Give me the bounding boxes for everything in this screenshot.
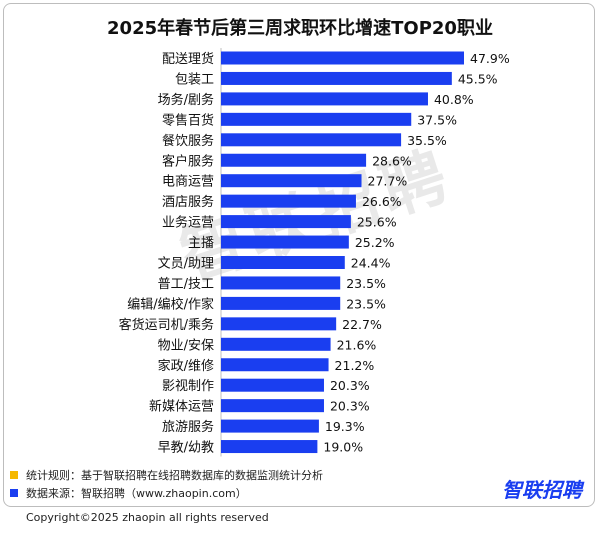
bar <box>221 256 345 269</box>
value-label: 40.8% <box>434 92 474 107</box>
notes: 统计规则：基于智联招聘在线招聘数据库的数据监测统计分析 数据来源：智联招聘（ww… <box>10 466 323 502</box>
chart-title: 2025年春节后第三周求职环比增速TOP20职业 <box>107 18 493 39</box>
bar <box>221 399 324 413</box>
category-label: 普工/技工 <box>158 277 214 292</box>
bar <box>221 235 349 249</box>
note-rule: 统计规则：基于智联招聘在线招聘数据库的数据监测统计分析 <box>10 466 323 484</box>
bar <box>221 174 362 188</box>
bar <box>221 112 412 126</box>
note-source-marker <box>10 489 18 497</box>
bar <box>221 92 428 106</box>
category-label: 零售百货 <box>162 112 214 128</box>
note-rule-marker <box>10 471 18 479</box>
value-label: 37.5% <box>417 112 457 127</box>
bar <box>221 296 341 310</box>
value-label: 45.5% <box>458 71 498 86</box>
value-label: 25.2% <box>355 235 395 250</box>
value-label: 24.4% <box>351 256 391 271</box>
brand-logo: 智联招聘 <box>502 478 582 502</box>
bar <box>221 194 356 208</box>
category-label: 包装工 <box>175 72 214 87</box>
value-label: 21.2% <box>335 358 375 373</box>
category-label: 家政/维修 <box>158 358 214 374</box>
bar <box>221 153 367 167</box>
value-label: 20.3% <box>330 378 370 393</box>
category-label: 影视制作 <box>162 379 214 394</box>
bar <box>221 337 331 351</box>
value-label: 47.9% <box>470 51 510 66</box>
category-label: 早教/幼教 <box>158 440 214 456</box>
bar <box>221 440 318 454</box>
value-label: 21.6% <box>337 337 377 352</box>
category-label: 酒店服务 <box>162 194 214 210</box>
bar-chart: 配送理货 47.9% 包装工 45.5% 场务/剧务 40.8% 零售百货 37.5% 餐饮服务… <box>119 48 510 457</box>
category-label: 旅游服务 <box>162 419 214 435</box>
category-label: 物业/安保 <box>158 338 214 353</box>
category-label: 业务运营 <box>162 215 214 231</box>
bar <box>221 358 329 372</box>
bar <box>221 71 452 85</box>
value-label: 20.3% <box>330 399 370 414</box>
value-label: 19.0% <box>323 440 363 455</box>
note-source-text: 数据来源：智联招聘（www.zhaopin.com） <box>26 487 247 500</box>
category-label: 客户服务 <box>162 153 214 169</box>
category-label: 文员/助理 <box>158 257 214 272</box>
value-label: 26.6% <box>362 194 402 209</box>
bar <box>221 51 464 65</box>
category-label: 新媒体运营 <box>149 399 214 415</box>
chart-frame <box>3 3 595 507</box>
category-label: 场务/剧务 <box>158 92 214 108</box>
bar <box>221 276 341 290</box>
category-label: 编辑/编校/作家 <box>127 296 214 312</box>
value-label: 27.7% <box>368 174 408 189</box>
value-label: 19.3% <box>325 419 365 434</box>
category-label: 主播 <box>188 236 214 251</box>
category-label: 客货运司机/乘务 <box>119 317 214 333</box>
value-label: 35.5% <box>407 133 447 148</box>
note-rule-text: 统计规则：基于智联招聘在线招聘数据库的数据监测统计分析 <box>26 469 323 482</box>
bar <box>221 133 402 147</box>
category-label: 电商运营 <box>162 175 214 190</box>
category-label: 餐饮服务 <box>162 133 214 149</box>
bar <box>221 215 351 229</box>
bar <box>221 378 324 392</box>
copyright: Copyright©2025 zhaopin all rights reserv… <box>26 511 269 524</box>
value-label: 25.6% <box>357 215 397 230</box>
category-label: 配送理货 <box>162 51 214 67</box>
value-label: 22.7% <box>342 317 382 332</box>
value-label: 28.6% <box>372 153 412 168</box>
value-label: 23.5% <box>346 276 386 291</box>
value-label: 23.5% <box>346 296 386 311</box>
bar <box>221 419 319 433</box>
note-source: 数据来源：智联招聘（www.zhaopin.com） <box>10 484 323 502</box>
bar <box>221 317 337 331</box>
